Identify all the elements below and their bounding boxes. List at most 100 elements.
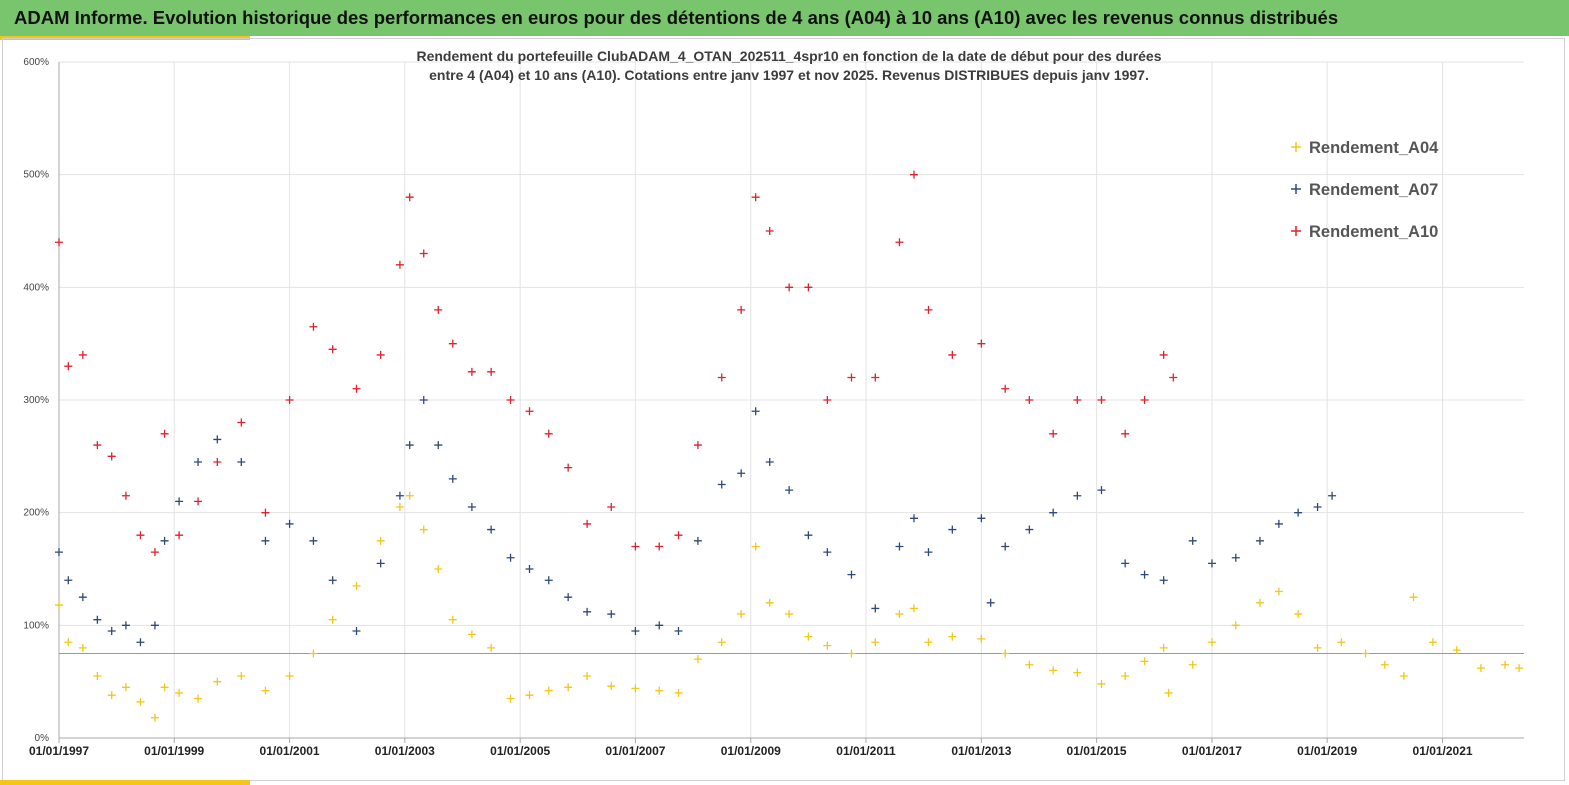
data-point [544, 686, 553, 695]
data-point [607, 610, 616, 619]
data-point [631, 626, 640, 635]
data-point [419, 249, 428, 258]
data-point [1328, 491, 1337, 500]
data-point [895, 238, 904, 247]
data-point [1001, 542, 1010, 551]
data-point [765, 227, 774, 235]
data-point [1337, 638, 1346, 647]
data-point [564, 593, 573, 602]
data-point [309, 536, 318, 545]
data-point [1361, 649, 1370, 658]
data-point [328, 615, 337, 624]
data-point [1159, 576, 1168, 585]
data-point [434, 441, 443, 450]
data-point [237, 457, 246, 466]
data-point [107, 452, 116, 461]
data-point [631, 542, 640, 551]
data-point [525, 407, 534, 416]
data-point [977, 514, 986, 523]
data-point [1501, 660, 1510, 669]
data-point [1231, 553, 1240, 562]
data-point [1049, 429, 1058, 438]
data-point [583, 672, 592, 681]
data-point [751, 193, 760, 202]
gridlines [58, 61, 1524, 743]
data-point [1049, 666, 1058, 675]
data-point [285, 672, 294, 681]
data-point [1121, 429, 1130, 438]
data-point [194, 457, 203, 466]
data-point [693, 441, 702, 450]
data-point [751, 542, 760, 551]
data-point [1207, 638, 1216, 647]
data-point [1097, 679, 1106, 688]
x-tick-label: 01/01/1997 [29, 744, 89, 758]
data-point [395, 491, 404, 500]
data-point [78, 593, 87, 602]
x-tick-label: 01/01/2001 [260, 744, 320, 758]
data-point [64, 638, 73, 647]
data-point [1399, 672, 1408, 681]
data-point [121, 491, 130, 500]
data-point [1294, 508, 1303, 517]
data-point [237, 672, 246, 681]
data-point [121, 683, 130, 692]
data-point [564, 463, 573, 472]
y-tick-label: 0% [35, 733, 50, 744]
data-point [419, 525, 428, 534]
data-point [352, 384, 361, 393]
data-point [765, 457, 774, 466]
data-point [1001, 649, 1010, 658]
data-point [1001, 384, 1010, 393]
data-point [737, 305, 746, 314]
data-point [804, 531, 813, 540]
data-point [160, 683, 169, 692]
data-point [1207, 559, 1216, 568]
data-point [309, 322, 318, 331]
data-point [717, 373, 726, 382]
data-point [1255, 536, 1264, 545]
y-tick-label: 300% [23, 395, 49, 406]
data-point [717, 638, 726, 647]
data-point [285, 396, 294, 404]
data-point [1121, 559, 1130, 568]
data-point [1274, 519, 1283, 528]
data-point [785, 283, 794, 292]
data-point [693, 536, 702, 545]
data-point [150, 548, 159, 557]
y-tick-label: 600% [23, 57, 49, 68]
chart-title-line-1: Rendement du portefeuille ClubADAM_4_OTA… [416, 48, 1161, 64]
data-point [1231, 621, 1240, 630]
data-point [487, 525, 496, 534]
data-point [405, 491, 414, 500]
chart-frame: Rendement du portefeuille ClubADAM_4_OTA… [2, 38, 1565, 781]
y-tick-label: 400% [23, 282, 49, 293]
data-point [309, 649, 318, 658]
data-point [213, 435, 222, 444]
data-point [948, 525, 957, 534]
data-point [405, 441, 414, 450]
data-point [1159, 643, 1168, 652]
page-title: ADAM Informe. Evolution historique des p… [14, 7, 1339, 28]
x-tick-label: 01/01/2019 [1297, 744, 1357, 758]
data-point [737, 469, 746, 478]
chart: Rendement du portefeuille ClubADAM_4_OTA… [23, 48, 1524, 758]
x-tick-label: 01/01/1999 [144, 744, 204, 758]
x-tick-label: 01/01/2009 [721, 744, 781, 758]
data-point [804, 283, 813, 292]
data-point [448, 615, 457, 624]
data-point [160, 429, 169, 438]
data-point [847, 570, 856, 579]
data-point [93, 441, 102, 450]
data-point [328, 576, 337, 585]
data-point [1169, 373, 1178, 382]
data-point [261, 508, 270, 517]
data-point [136, 531, 145, 540]
legend-label: Rendement_A10 [1309, 223, 1438, 241]
data-point [1073, 396, 1082, 404]
legend-label: Rendement_A07 [1309, 181, 1438, 199]
data-point [328, 345, 337, 354]
data-point [1515, 664, 1524, 673]
data-point [544, 429, 553, 438]
data-point [948, 350, 957, 359]
